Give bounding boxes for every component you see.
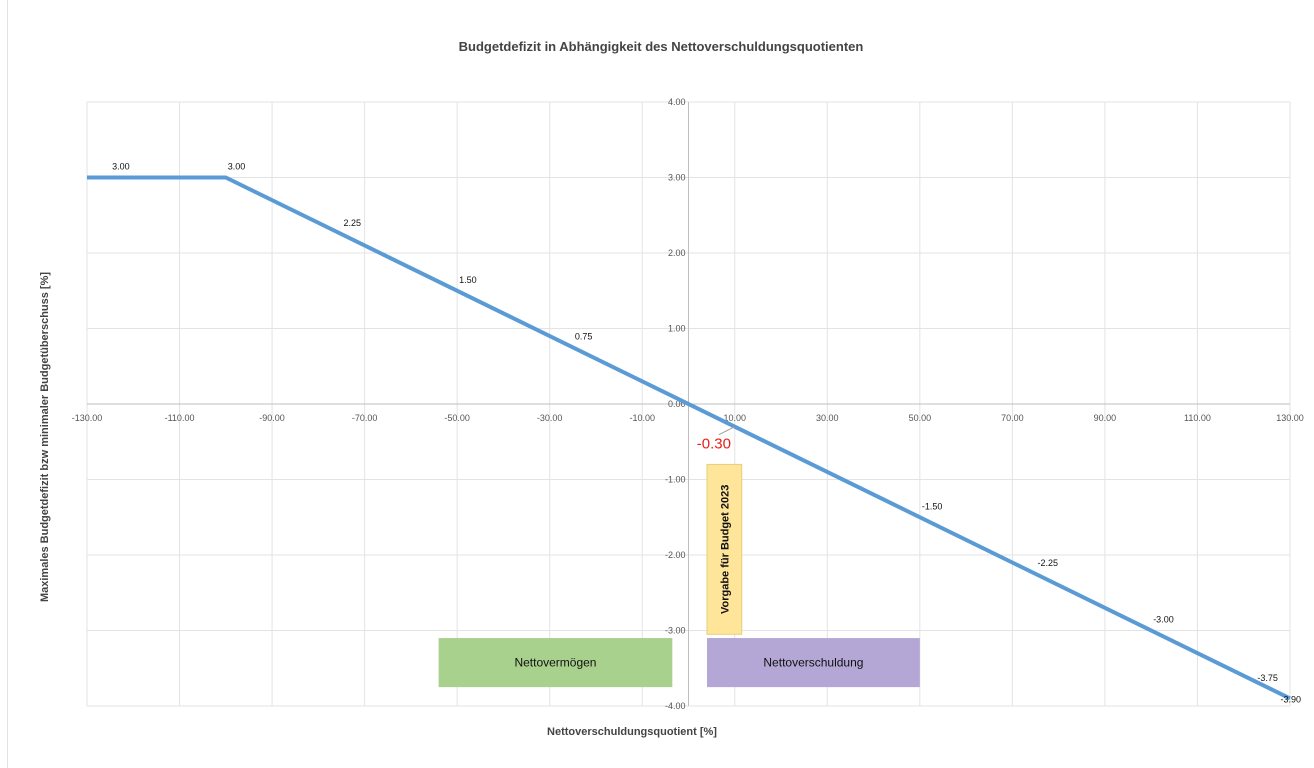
x-tick-label-7: 10.00: [724, 413, 747, 423]
x-tick-label-2: -90.00: [259, 413, 285, 423]
y-tick-label-0: 4.00: [668, 97, 686, 107]
data-label-8: -3.75: [1257, 673, 1278, 683]
y-tick-label-6: -2.00: [665, 550, 686, 560]
data-label-6: -2.25: [1038, 558, 1059, 568]
x-tick-label-5: -30.00: [537, 413, 563, 423]
x-tick-label-3: -70.00: [352, 413, 378, 423]
x-tick-label-6: -10.00: [629, 413, 655, 423]
x-tick-label-11: 90.00: [1094, 413, 1117, 423]
x-tick-label-13: 130.00: [1276, 413, 1304, 423]
data-label-4: 0.75: [575, 331, 593, 341]
y-tick-label-8: -4.00: [665, 701, 686, 711]
data-label-1: 3.00: [228, 162, 246, 172]
x-tick-label-0: -130.00: [72, 413, 103, 423]
highlight-leader-line: [718, 426, 735, 436]
data-label-3: 1.50: [459, 275, 477, 285]
annotations: Nettovermögen Nettoverschuldung Vorgabe fü…: [438, 463, 920, 688]
y-tick-label-4: 0.00: [668, 399, 686, 409]
x-tick-label-10: 70.00: [1001, 413, 1024, 423]
data-label-9: -3.90: [1280, 694, 1301, 704]
chart-title: Budgetdefizit in Abhängigkeit des Nettov…: [459, 39, 864, 54]
frame-line: [7, 0, 8, 768]
annotation-box-0: [438, 638, 673, 688]
x-tick-label-12: 110.00: [1184, 413, 1211, 423]
series-line: [87, 175, 1291, 701]
annotation-box-1: [707, 638, 920, 688]
highlight-marker: -0.30: [697, 426, 735, 453]
x-tick-label-1: -110.00: [165, 413, 195, 423]
x-tick-label-9: 50.00: [909, 413, 932, 423]
y-axis-label: Maximales Budgetdefizit bzw minimaler Bu…: [39, 272, 51, 602]
y-tick-label-1: 3.00: [668, 173, 686, 183]
data-label-7: -3.00: [1153, 615, 1174, 625]
highlight-label: -0.30: [697, 436, 731, 453]
data-label-5: -1.50: [922, 501, 943, 511]
x-tick-label-4: -50.00: [444, 413, 470, 423]
data-labels: 3.00 3.00 2.25 1.50 0.75 -1.50 -2.25 -3.00 -3.75…: [112, 162, 1301, 705]
x-tick-labels: -130.00 -110.00 -90.00 -70.00 -50.00 -30.00 -1…: [72, 413, 1304, 423]
data-label-0: 3.00: [112, 162, 130, 172]
x-axis-label: Nettoverschuldungsquotient [%]: [547, 726, 717, 738]
y-tick-label-7: -3.00: [665, 626, 686, 636]
y-tick-label-3: 1.00: [668, 324, 686, 334]
x-tick-label-8: 30.00: [816, 413, 839, 423]
y-tick-label-2: 2.00: [668, 248, 686, 258]
annotation-label-1: Nettoverschuldung: [763, 656, 863, 670]
vorgabe-box: [706, 463, 743, 635]
annotation-label-0: Nettovermögen: [514, 656, 596, 670]
vorgabe-label: Vorgabe für Budget 2023: [719, 485, 731, 614]
y-tick-label-5: -1.00: [665, 475, 686, 485]
y-tick-labels: 4.00 3.00 2.00 1.00 0.00 -1.00 -2.00 -3.00 -4.00: [665, 97, 686, 711]
data-label-2: 2.25: [343, 218, 361, 228]
